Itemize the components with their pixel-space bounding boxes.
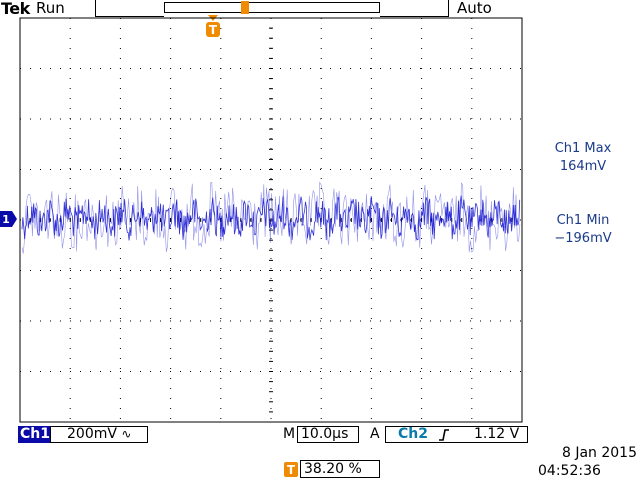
record-view-bar[interactable]: [164, 2, 380, 13]
time-readout: 04:52:36: [538, 463, 601, 479]
coupling-icon: ∿: [121, 427, 132, 441]
top-divider: [95, 0, 96, 17]
measurement-max: Ch1 Max 164mV: [530, 140, 636, 176]
vertical-scale-readout[interactable]: 200mV ∿: [50, 426, 148, 443]
trigger-icon-letter: T: [287, 463, 296, 477]
top-underline: [95, 16, 164, 17]
ch1-ground-marker-icon[interactable]: 1: [0, 211, 18, 227]
horizontal-position-readout[interactable]: 38.20 %: [300, 460, 380, 478]
vertical-scale-value: 200mV: [67, 426, 117, 442]
rising-edge-icon: [439, 429, 449, 441]
top-status-bar: Tek Run Auto: [0, 0, 640, 18]
trigger-source: Ch2: [398, 426, 428, 442]
trigger-prefix: A: [370, 426, 380, 442]
measurement-max-label: Ch1 Max: [554, 141, 612, 156]
brand-logo: Tek: [1, 0, 30, 18]
ch1-waveform-trace: [21, 195, 521, 241]
measurement-min-label: Ch1 Min: [556, 213, 610, 228]
channel-badge[interactable]: Ch1: [18, 426, 50, 443]
record-position-marker[interactable]: [241, 1, 249, 14]
trigger-level: 1.12 V: [474, 426, 520, 442]
measurement-max-value: 164mV: [559, 159, 607, 174]
top-underline: [380, 16, 448, 17]
trigger-mode: Auto: [457, 0, 492, 17]
ch1-marker-label: 1: [2, 213, 10, 226]
time-prefix: M: [283, 426, 296, 442]
ch1-waveform-envelope: [21, 181, 521, 254]
trigger-icon-letter: T: [209, 23, 218, 37]
measurement-min: Ch1 Min −196mV: [530, 212, 636, 248]
top-divider: [448, 0, 449, 17]
measurement-min-value: −196mV: [554, 231, 612, 246]
trigger-position-icon: T: [284, 462, 298, 477]
trigger-readout[interactable]: Ch2 1.12 V: [385, 426, 528, 443]
date-readout: 8 Jan 2015: [561, 445, 637, 461]
timebase-readout[interactable]: 10.0µs: [297, 426, 359, 443]
acquisition-state: Run: [36, 0, 65, 17]
